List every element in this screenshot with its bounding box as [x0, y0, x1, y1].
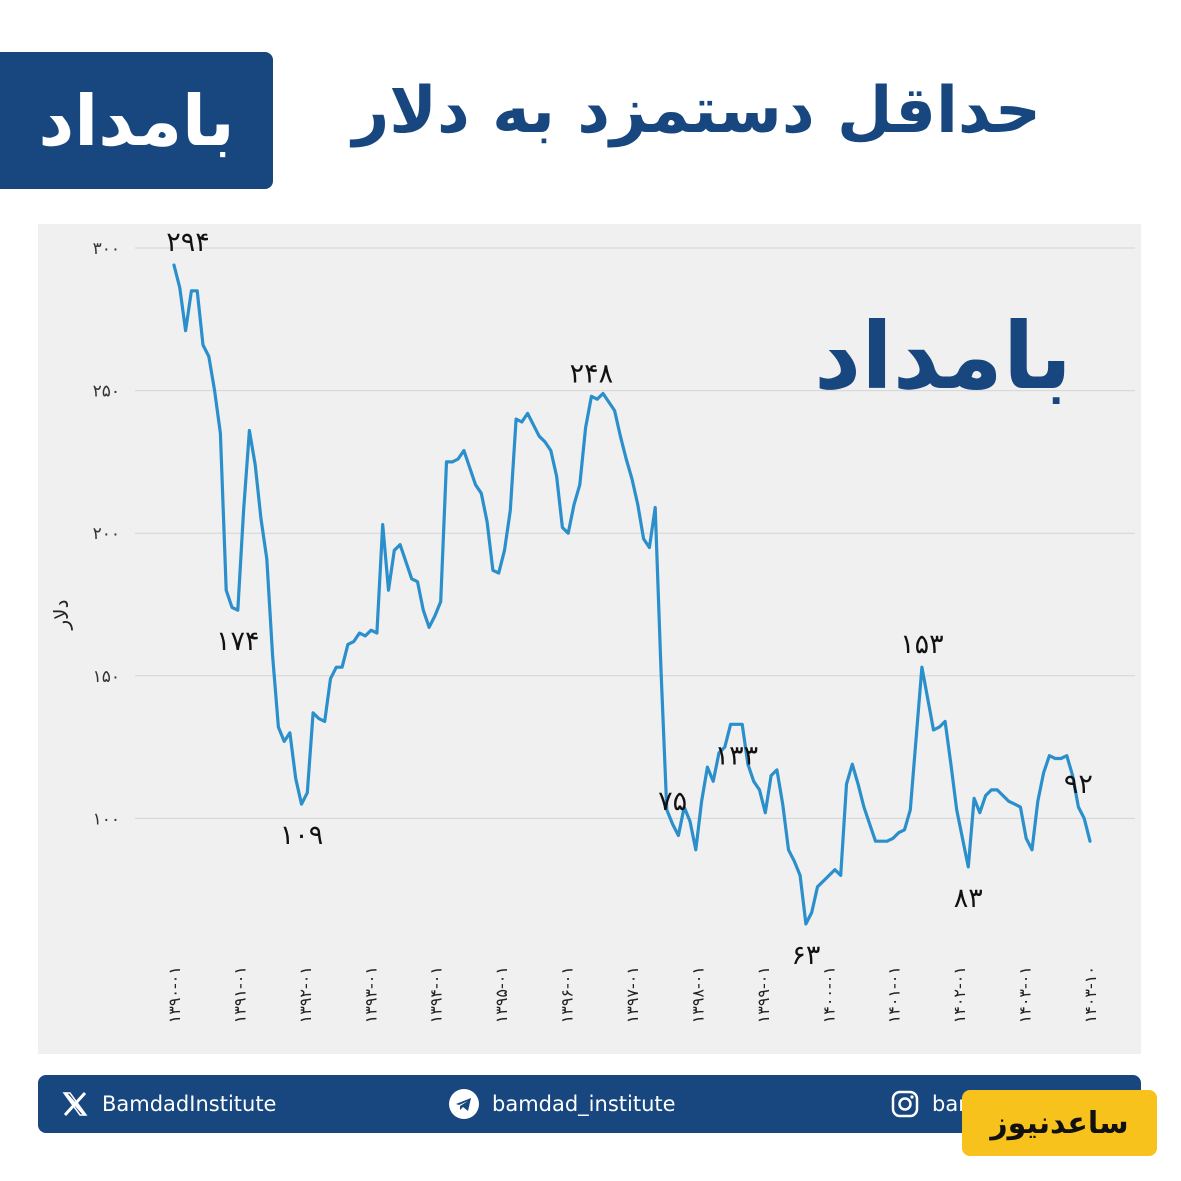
x-tick-label: ۱۳۹۴-۰۱: [427, 966, 446, 1023]
x-icon: [60, 1089, 90, 1119]
footer-x-label: BamdadInstitute: [102, 1092, 277, 1116]
footer-instagram-link[interactable]: ban: [890, 1075, 972, 1133]
x-tick-label: ۱۳۹۰-۰۱: [165, 966, 184, 1023]
footer-x-link[interactable]: BamdadInstitute: [60, 1075, 276, 1133]
x-tick-label: ۱۳۹۵-۰۱: [492, 966, 511, 1023]
data-label: ۱۷۴: [216, 626, 260, 657]
y-tick-label: ۲۰۰: [93, 524, 120, 544]
x-tick-label: ۱۳۹۶-۰۱: [558, 966, 577, 1023]
data-label: ۲۹۴: [166, 227, 210, 258]
instagram-icon: [890, 1089, 920, 1119]
footer-telegram-label: bamdad_institute: [492, 1092, 676, 1116]
data-label: ۶۳: [791, 940, 820, 971]
line-chart: ۱۰۰ ۱۵۰ ۲۰۰ ۲۵۰ ۳۰۰ دلار ۱۳۹۰-۰۱ ۱۳۹۱-۰۱ ۱۳۹۲-۰۱…: [49, 227, 1135, 1023]
y-tick-label: ۱۵۰: [93, 667, 120, 687]
x-tick-label: ۱۳۹۱-۰۱: [230, 966, 249, 1023]
data-label: ۷۵: [658, 786, 687, 817]
y-axis-label: دلار: [49, 600, 73, 631]
data-label: ۹۲: [1064, 769, 1093, 800]
data-label: ۲۴۸: [570, 358, 614, 389]
y-tick-label: ۳۰۰: [93, 239, 120, 259]
x-tick-label: ۱۴۰۲-۰۱: [950, 966, 969, 1023]
x-tick-label: ۱۴۰۰-۰۱: [819, 966, 838, 1023]
x-tick-label: ۱۳۹۷-۰۱: [623, 966, 642, 1023]
y-tick-label: ۲۵۰: [93, 382, 120, 402]
page-title: حداقل دستمزد به دلار: [352, 74, 1041, 148]
brand-logo: بامداد: [0, 52, 273, 189]
series-line: [172, 263, 1092, 926]
data-label: ۸۳: [954, 883, 983, 914]
data-label: ۱۵۳: [900, 629, 944, 660]
data-label: ۱۰۹: [280, 820, 324, 851]
x-tick-label: ۱۴۰۳-۱۰: [1081, 966, 1100, 1023]
x-tick-label: ۱۳۹۳-۰۱: [361, 966, 380, 1023]
x-tick-label: ۱۳۹۸-۰۱: [688, 966, 707, 1023]
social-footer: BamdadInstitute bamdad_institute ban: [38, 1075, 1141, 1133]
data-label: ۱۳۳: [715, 740, 759, 771]
y-tick-label: ۱۰۰: [93, 809, 120, 829]
telegram-icon: [448, 1088, 480, 1120]
x-tick-label: ۱۴۰۳-۰۱: [1016, 966, 1035, 1023]
footer-telegram-link[interactable]: bamdad_institute: [448, 1075, 676, 1133]
saadnews-badge: ساعدنیوز: [962, 1090, 1157, 1156]
chart-watermark-logo: بامداد: [814, 303, 1072, 410]
chart-panel: ۱۰۰ ۱۵۰ ۲۰۰ ۲۵۰ ۳۰۰ دلار ۱۳۹۰-۰۱ ۱۳۹۱-۰۱ ۱۳۹۲-۰۱…: [38, 224, 1141, 1054]
brand-logo-text: بامداد: [38, 79, 235, 162]
x-tick-label: ۱۳۹۹-۰۱: [754, 966, 773, 1023]
x-tick-label: ۱۳۹۲-۰۱: [296, 966, 315, 1023]
x-tick-label: ۱۴۰۱-۰۱: [885, 966, 904, 1023]
